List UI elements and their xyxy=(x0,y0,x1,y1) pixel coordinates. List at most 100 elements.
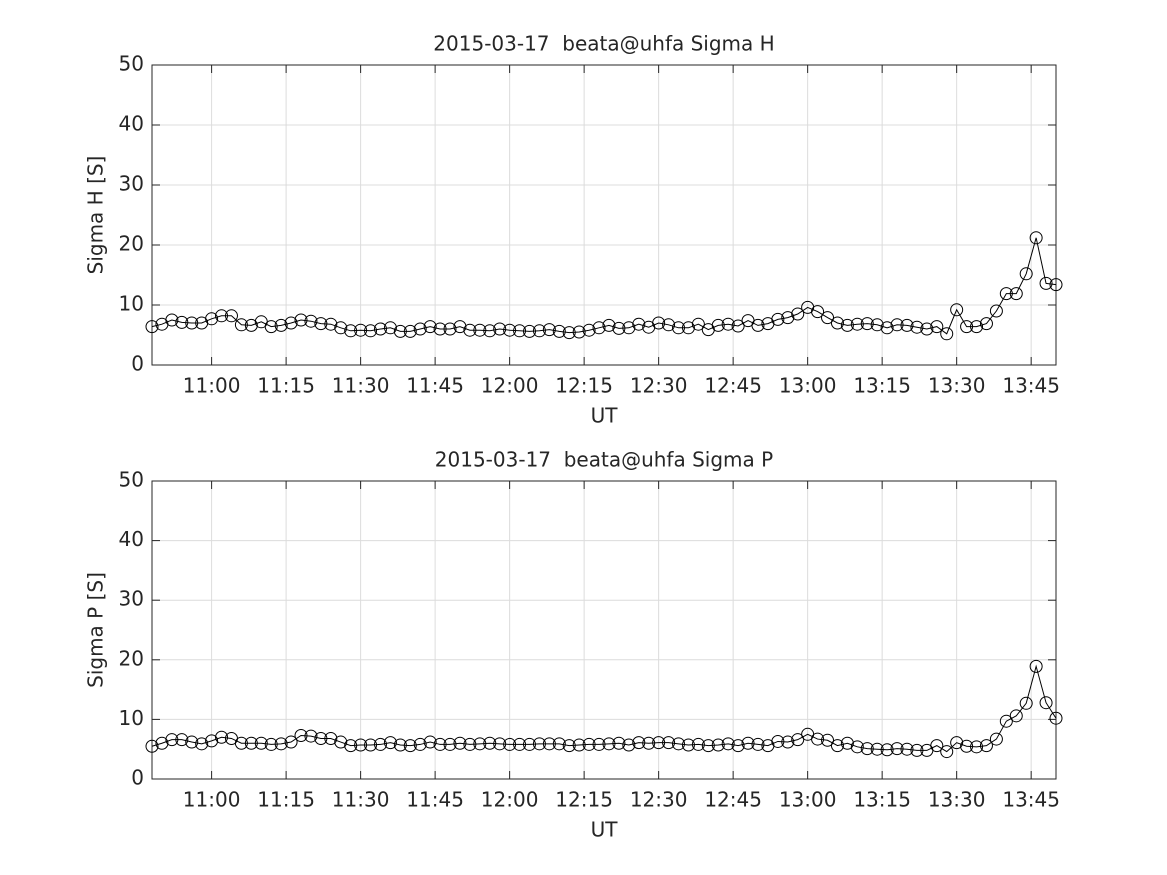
chart-title: 2015-03-17 beata@uhfa Sigma H xyxy=(433,32,774,56)
x-tick-label: 12:45 xyxy=(704,374,762,398)
data-point xyxy=(840,736,854,750)
data-point xyxy=(373,737,387,751)
data-point xyxy=(393,324,407,338)
data-point xyxy=(433,737,447,751)
x-tick-label: 11:45 xyxy=(406,374,464,398)
data-point xyxy=(1029,659,1043,673)
data-point xyxy=(960,320,974,334)
data-point xyxy=(334,735,348,749)
x-tick-label: 12:30 xyxy=(630,788,688,812)
data-point xyxy=(592,321,606,335)
data-point xyxy=(344,324,358,338)
data-point xyxy=(165,733,179,747)
data-point xyxy=(354,323,368,337)
x-tick-label: 13:45 xyxy=(1002,374,1060,398)
data-point xyxy=(483,324,497,338)
y-tick-label: 20 xyxy=(119,646,144,670)
data-point xyxy=(413,322,427,336)
y-tick-label: 40 xyxy=(119,112,144,136)
data-point xyxy=(304,314,318,328)
data-point xyxy=(403,324,417,338)
data-point xyxy=(1009,287,1023,301)
data-point xyxy=(522,324,536,338)
data-point xyxy=(1039,696,1053,710)
data-point xyxy=(860,742,874,756)
data-point xyxy=(165,313,179,327)
x-tick-label: 13:15 xyxy=(853,374,911,398)
data-point xyxy=(334,321,348,335)
y-tick-label: 50 xyxy=(119,468,144,492)
data-point xyxy=(731,739,745,753)
data-point xyxy=(860,317,874,331)
data-point xyxy=(393,738,407,752)
x-tick-label: 12:00 xyxy=(481,374,539,398)
data-point xyxy=(463,323,477,337)
data-point xyxy=(254,736,268,750)
data-point xyxy=(910,320,924,334)
data-point xyxy=(383,736,397,750)
x-axis-label: UT xyxy=(591,818,619,842)
data-point xyxy=(185,735,199,749)
data-point xyxy=(542,323,556,337)
data-point xyxy=(215,309,229,323)
data-point xyxy=(781,735,795,749)
data-point xyxy=(264,737,278,751)
y-axis-label: Sigma P [S] xyxy=(84,572,108,688)
series-line xyxy=(151,664,1057,753)
data-point xyxy=(572,325,586,339)
data-point xyxy=(821,311,835,325)
data-point xyxy=(632,317,646,331)
data-point xyxy=(443,322,457,336)
data-point xyxy=(612,321,626,335)
data-point xyxy=(364,738,378,752)
data-point xyxy=(513,324,527,338)
x-tick-label: 12:15 xyxy=(555,374,613,398)
data-point xyxy=(612,736,626,750)
data-point xyxy=(642,736,656,750)
y-tick-label: 50 xyxy=(119,52,144,76)
data-point xyxy=(940,745,954,759)
data-point xyxy=(771,312,785,326)
data-point xyxy=(791,733,805,747)
data-point xyxy=(483,736,497,750)
data-point xyxy=(731,319,745,333)
data-point xyxy=(632,736,646,750)
x-tick-label: 12:45 xyxy=(704,788,762,812)
data-point xyxy=(582,323,596,337)
data-point xyxy=(373,322,387,336)
data-point xyxy=(324,731,338,745)
data-point xyxy=(592,737,606,751)
data-point xyxy=(513,737,527,751)
data-point xyxy=(1019,696,1033,710)
data-point xyxy=(234,736,248,750)
data-point xyxy=(493,322,507,336)
data-point xyxy=(552,324,566,338)
data-point xyxy=(771,734,785,748)
data-point xyxy=(970,320,984,334)
data-point xyxy=(453,320,467,334)
data-point xyxy=(691,317,705,331)
data-point xyxy=(999,714,1013,728)
x-tick-label: 11:30 xyxy=(332,374,390,398)
data-point xyxy=(850,317,864,331)
data-point xyxy=(672,321,686,335)
data-point xyxy=(751,737,765,751)
data-point xyxy=(215,730,229,744)
data-point xyxy=(652,316,666,330)
data-point xyxy=(244,736,258,750)
data-point xyxy=(274,318,288,332)
x-tick-label: 12:30 xyxy=(630,374,688,398)
data-point xyxy=(970,740,984,754)
y-tick-label: 30 xyxy=(119,587,144,611)
x-tick-label: 11:00 xyxy=(183,788,241,812)
x-tick-label: 13:30 xyxy=(928,788,986,812)
data-point xyxy=(522,737,536,751)
data-point xyxy=(821,733,835,747)
data-point xyxy=(930,739,944,753)
data-point xyxy=(532,737,546,751)
data-point xyxy=(493,737,507,751)
data-point xyxy=(950,736,964,750)
data-point xyxy=(979,317,993,331)
data-point xyxy=(542,737,556,751)
